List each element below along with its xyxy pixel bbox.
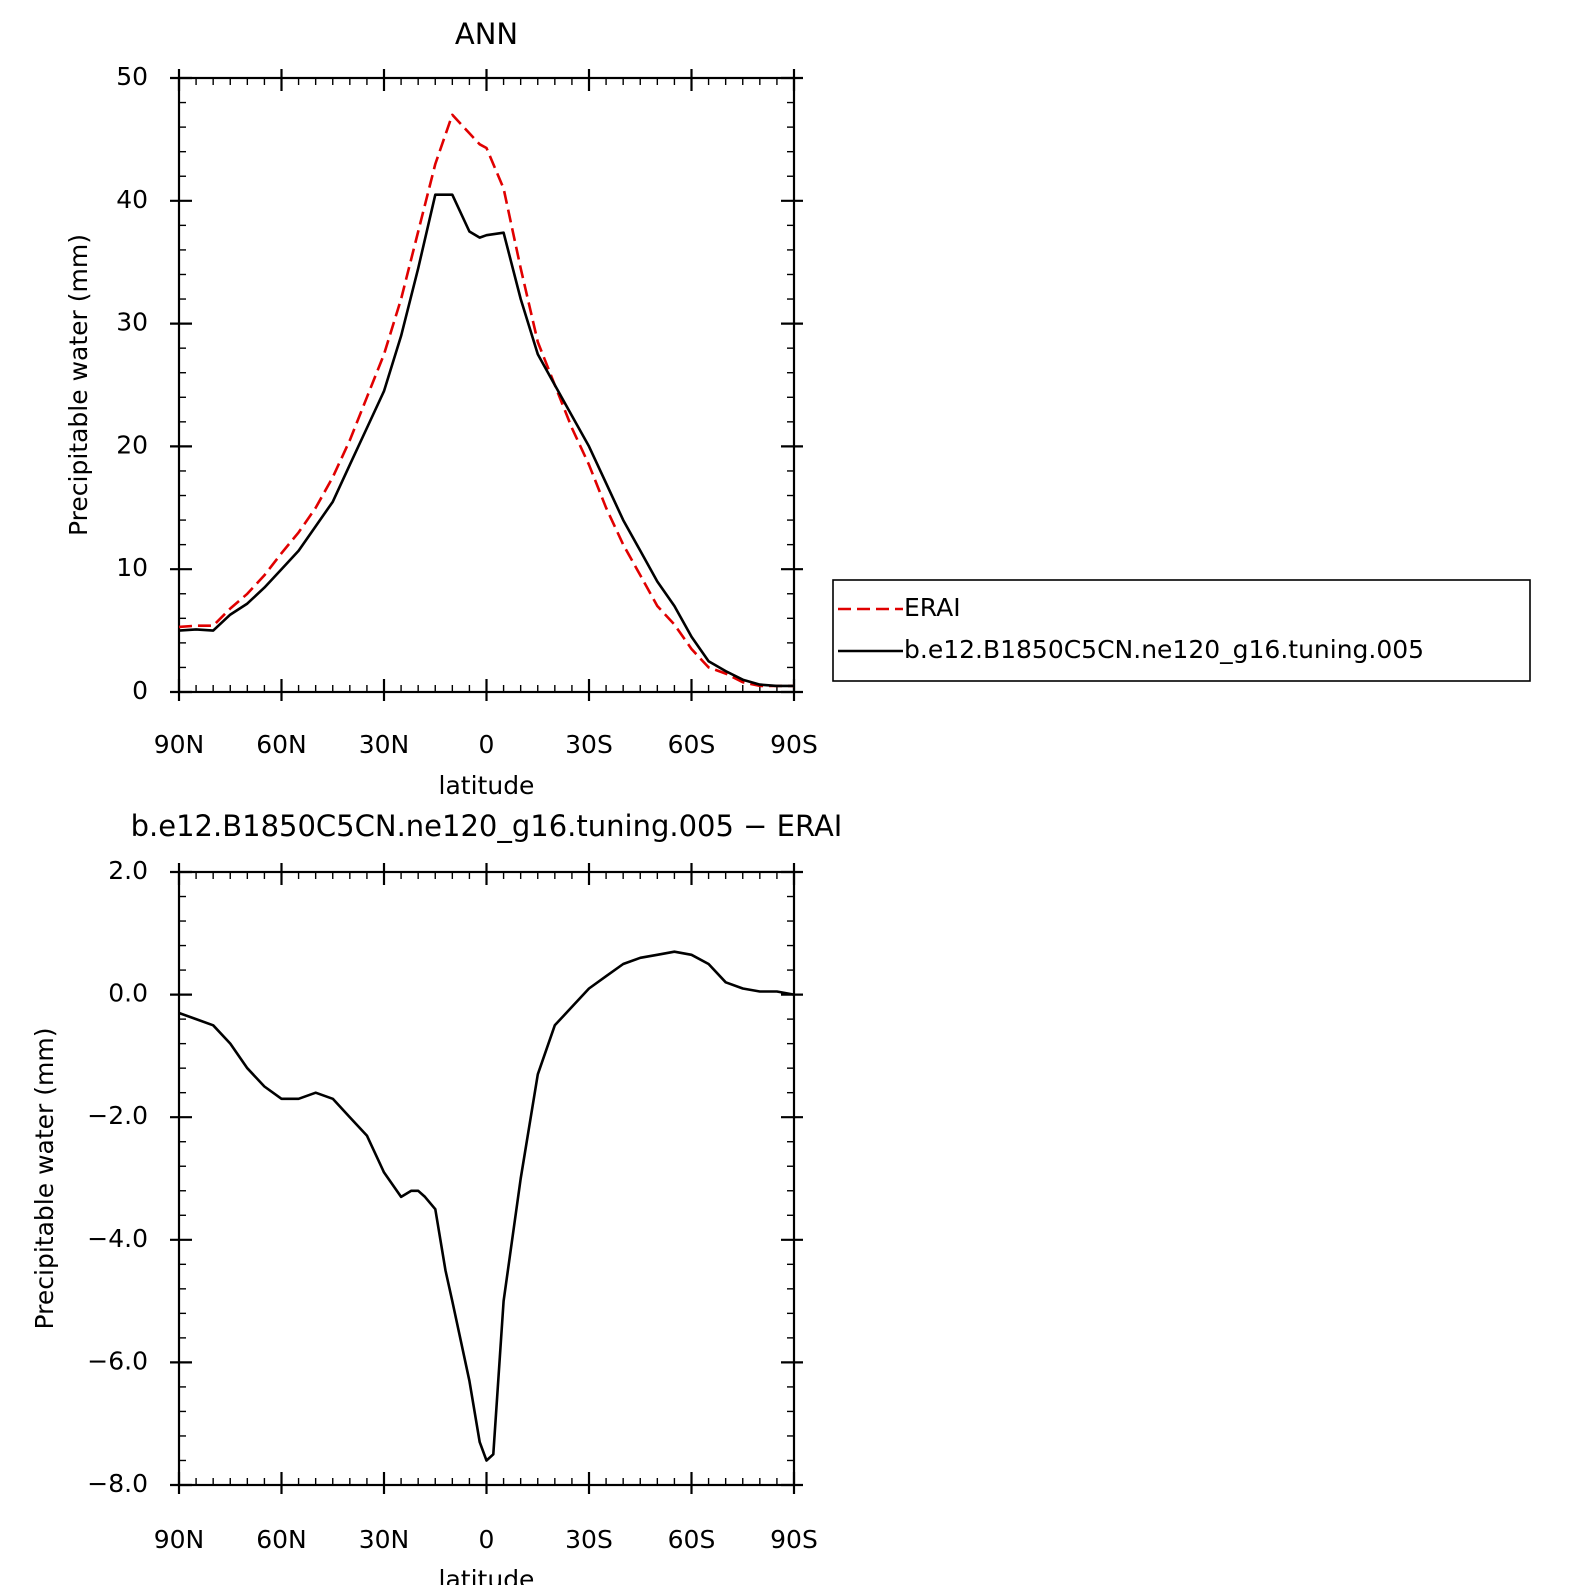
y-tick-label: −8.0 [87, 1469, 148, 1498]
x-tick-label: 60N [256, 730, 307, 759]
x-tick-label: 60S [668, 1525, 716, 1554]
y-tick-label: 0 [132, 676, 148, 705]
x-tick-label: 60N [256, 1525, 307, 1554]
x-axis-label: latitude [439, 1565, 535, 1585]
x-tick-label: 30S [565, 730, 613, 759]
legend-entry-label: b.e12.B1850C5CN.ne120_g16.tuning.005 [904, 635, 1424, 664]
x-tick-label: 90N [154, 1525, 205, 1554]
plot-frame [177, 76, 796, 694]
y-tick-label: −4.0 [87, 1224, 148, 1253]
series-line-b-e12-b1850c5cn-ne120-g16-tuning-005 [178, 193, 794, 688]
y-tick-label: 0.0 [108, 979, 148, 1008]
x-tick-label: 0 [479, 1525, 495, 1554]
y-tick-label: −6.0 [87, 1346, 148, 1375]
x-tick-label: 30N [359, 730, 410, 759]
y-tick-label: 40 [116, 185, 148, 214]
chart-title: b.e12.B1850C5CN.ne120_g16.tuning.005 − E… [131, 809, 843, 843]
y-tick-label: 50 [116, 62, 148, 91]
y-tick-label: −2.0 [87, 1101, 148, 1130]
y-tick-label: 20 [116, 430, 148, 459]
panel-annual-mean: ANN 90N 60N 30N 0 30S 60S 90S 0 10 20 30 40 50 latitud… [64, 17, 818, 800]
chart-title: ANN [455, 17, 518, 51]
y-tick-label: 2.0 [108, 856, 148, 885]
y-axis-label: Precipitable water (mm) [64, 234, 93, 536]
x-tick-label: 0 [479, 730, 495, 759]
series-line-erai [178, 113, 794, 688]
x-tick-label: 90S [770, 730, 818, 759]
x-axis-label: latitude [439, 771, 535, 800]
x-tick-label: 90N [154, 730, 205, 759]
y-axis-label: Precipitable water (mm) [30, 1028, 59, 1330]
legend-box [832, 579, 1531, 682]
x-tick-label: 30S [565, 1525, 613, 1554]
x-tick-label: 90S [770, 1525, 818, 1554]
x-tick-label: 30N [359, 1525, 410, 1554]
panel-difference: b.e12.B1850C5CN.ne120_g16.tuning.005 − E… [30, 809, 842, 1585]
legend-entry-label: ERAI [904, 593, 961, 622]
legend: ERAI b.e12.B1850C5CN.ne120_g16.tuning.005 [832, 579, 1531, 682]
x-tick-label: 60S [668, 730, 716, 759]
y-tick-label: 10 [116, 553, 148, 582]
plot-frame [177, 870, 796, 1487]
y-tick-label: 30 [116, 308, 148, 337]
series-line-difference [178, 950, 795, 1462]
